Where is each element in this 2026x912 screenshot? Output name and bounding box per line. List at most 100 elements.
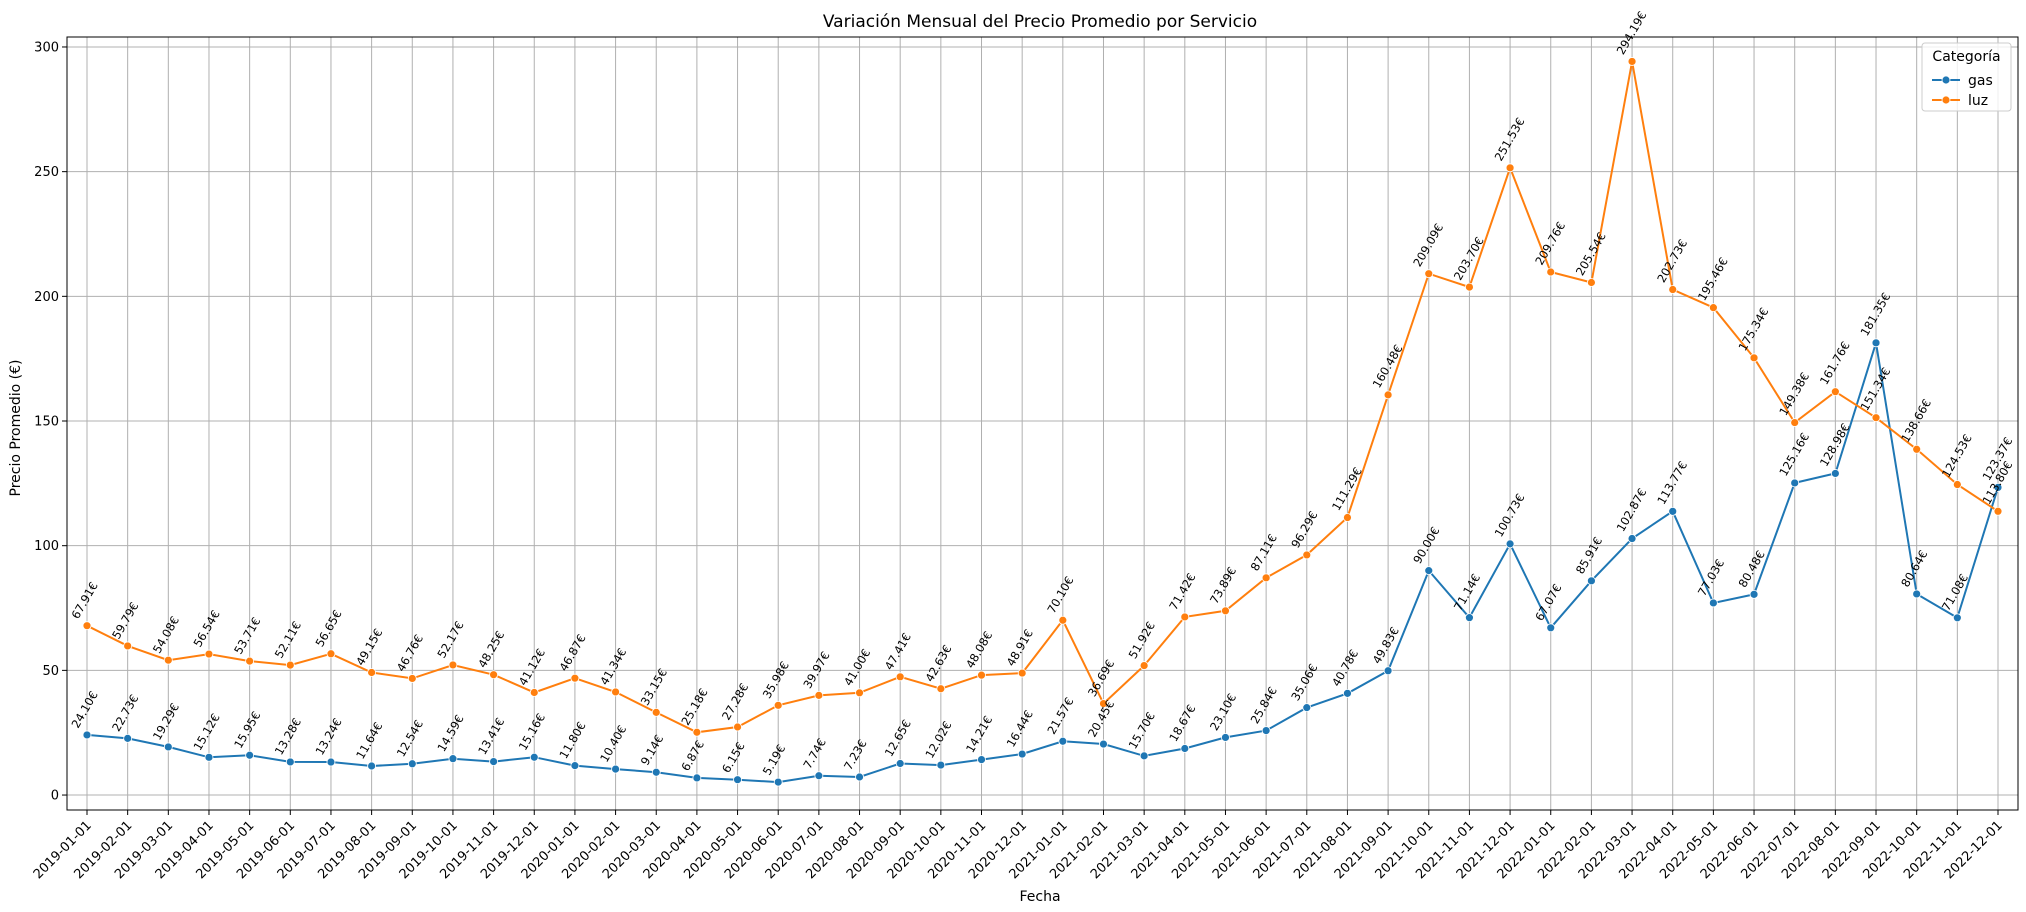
y-tick-label: 100 [34,539,59,554]
legend-box [1921,42,2012,112]
data-point-gas [1261,726,1271,736]
data-point-luz [163,655,173,665]
legend-entry-luz: luz [1968,93,1988,109]
chart-title: Variación Mensual del Precio Promedio po… [823,12,1257,32]
data-point-gas [692,773,702,783]
data-point-gas [977,755,986,765]
plot-frame [66,36,2019,811]
data-point-gas [529,752,539,762]
data-point-luz [1221,606,1230,616]
data-point-luz [1546,267,1556,277]
data-point-luz [407,674,417,683]
data-point-luz [977,670,986,680]
data-point-gas [367,761,377,771]
data-point-gas [570,761,580,771]
data-point-gas [733,775,742,785]
data-point-gas [1302,703,1312,713]
data-point-gas [1587,576,1596,586]
data-point-gas [326,757,336,767]
data-point-gas [1749,589,1759,599]
data-point-luz [123,641,133,651]
data-point-luz [1871,413,1881,423]
data-point-luz [1830,387,1840,397]
legend-swatch-marker-gas [1941,75,1951,85]
data-point-gas [407,759,417,769]
data-point-gas [1708,598,1718,608]
data-point-gas [123,733,133,743]
data-point-luz [1099,699,1108,708]
data-point-gas [814,771,824,781]
legend-entry-gas: gas [1968,73,1993,89]
data-point-gas [855,772,864,782]
data-point-gas [611,764,620,774]
data-point-gas [1790,478,1800,488]
data-point-luz [1139,661,1149,670]
data-point-gas [1668,506,1678,516]
data-point-luz [651,707,661,717]
data-point-gas [285,757,295,767]
data-point-luz [1627,57,1637,66]
x-axis-label: Fecha [1019,889,1060,905]
data-point-luz [448,660,458,670]
data-point-gas [82,730,92,740]
data-point-luz [1668,285,1678,294]
data-point-luz [1383,390,1393,400]
data-point-luz [611,687,620,697]
data-point-luz [733,722,742,732]
y-tick-label: 200 [34,290,59,305]
data-point-luz [1993,506,2003,516]
data-point-luz [1017,668,1027,678]
data-point-luz [1912,444,1922,454]
data-point-gas [1952,613,1962,623]
data-point-luz [1180,612,1190,622]
y-tick-label: 250 [34,165,59,180]
legend-swatch-marker-luz [1941,95,1951,105]
data-point-gas [1139,751,1149,761]
data-point-luz [1749,353,1759,363]
data-point-gas [204,752,214,762]
data-point-luz [895,672,905,682]
data-point-luz [245,656,255,666]
data-point-gas [1871,338,1881,348]
data-point-luz [529,688,539,697]
data-point-luz [1424,269,1434,279]
data-point-gas [489,757,498,767]
y-tick-label: 50 [42,664,59,679]
data-point-gas [448,754,458,764]
data-point-gas [1017,749,1027,759]
data-point-gas [163,742,173,752]
data-point-gas [1383,666,1393,676]
data-point-gas [895,759,905,768]
data-point-luz [570,673,580,683]
data-point-gas [1099,739,1108,749]
data-point-luz [855,688,864,698]
legend: Categoría gas luz [1921,42,2012,112]
data-point-luz [1261,573,1271,583]
series-lines [82,57,2003,787]
data-point-luz [82,621,92,631]
data-point-luz [1708,303,1718,313]
data-point-gas [936,760,946,770]
data-point-gas [1180,744,1190,753]
data-point-luz [489,670,498,680]
data-point-luz [285,660,295,670]
legend-title: Categoría [1932,49,2000,65]
data-point-luz [936,684,946,694]
data-point-gas [773,777,783,787]
data-point-luz [326,649,336,659]
data-point-luz [814,690,824,700]
data-point-luz [1058,615,1068,625]
data-point-luz [1790,418,1800,427]
data-point-luz [204,649,214,659]
data-point-gas [1424,566,1434,576]
data-point-gas [1627,534,1637,543]
series-line-gas [86,342,1999,784]
data-point-gas [1465,613,1474,623]
data-point-gas [1221,733,1230,742]
y-tick-label: 0 [51,789,59,804]
data-point-luz [1952,480,1962,489]
data-point-luz [1587,278,1596,287]
data-point-gas [1912,589,1922,599]
